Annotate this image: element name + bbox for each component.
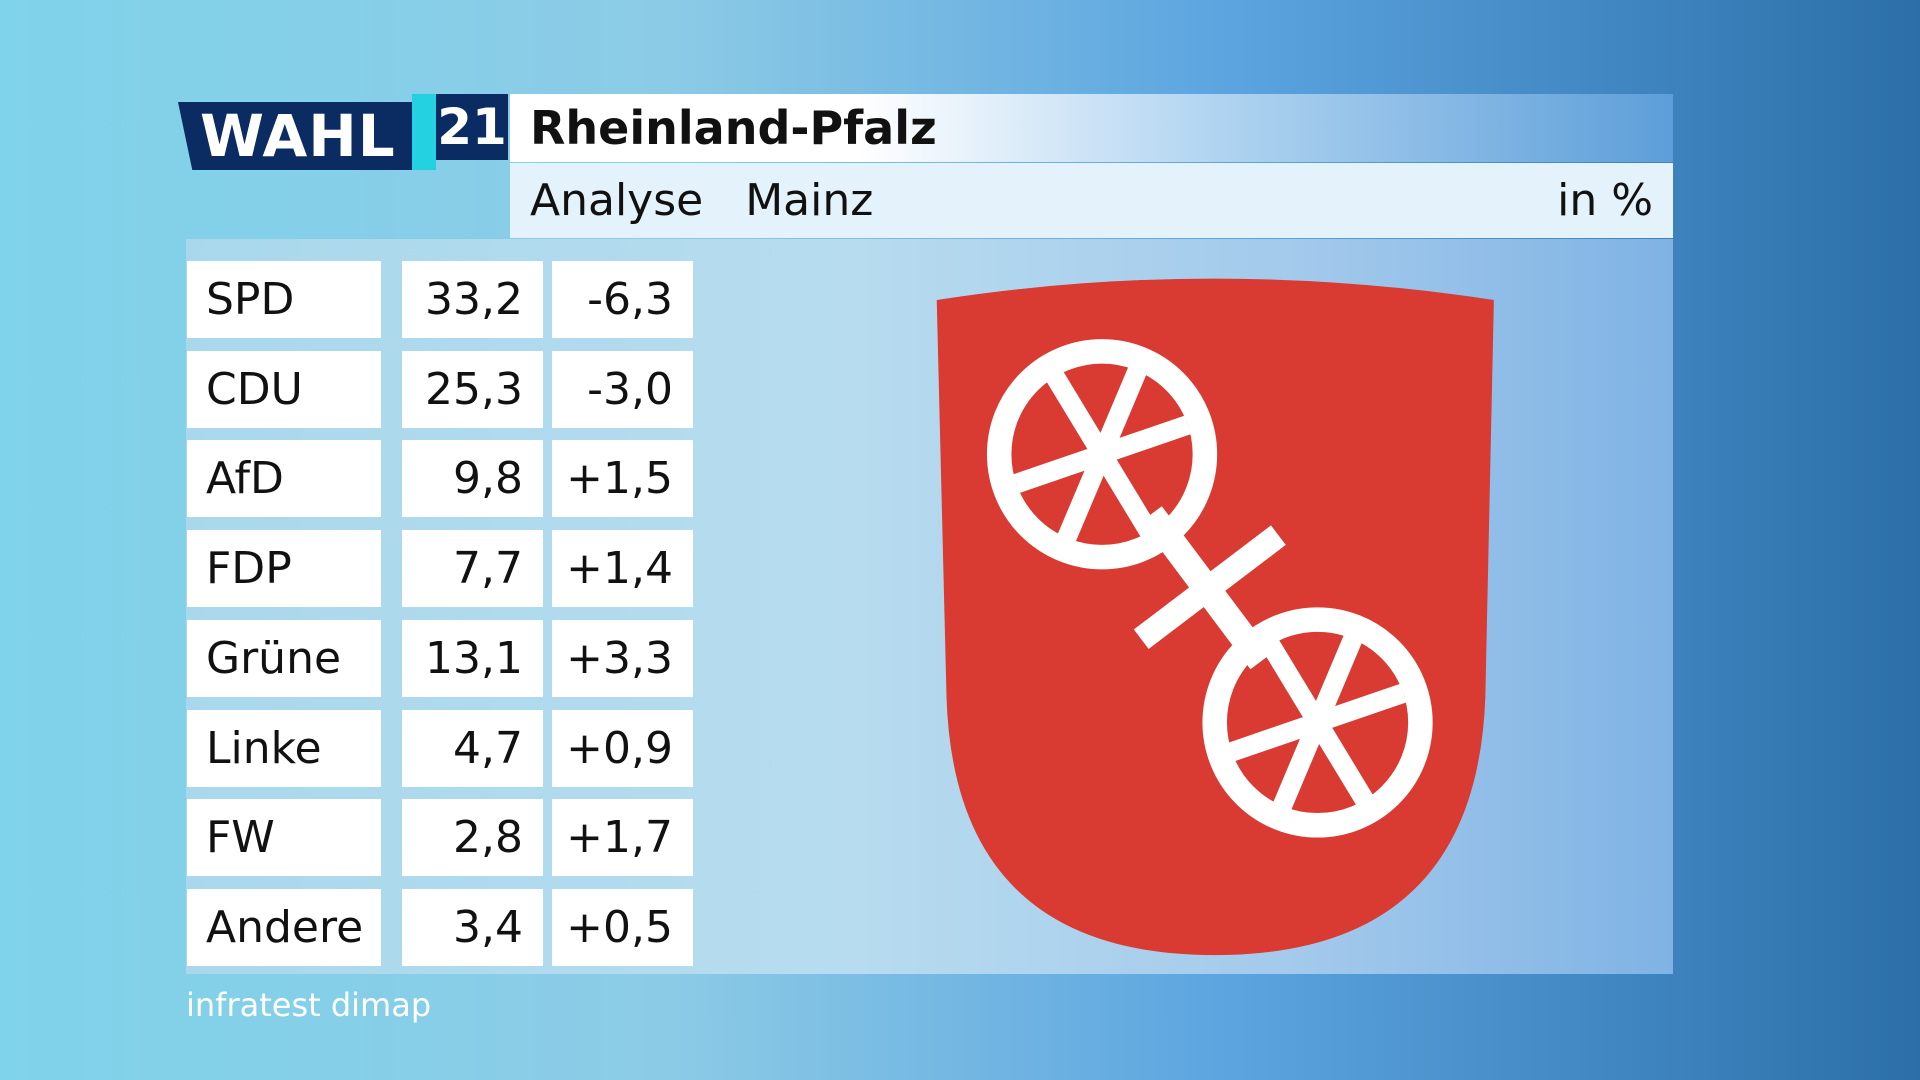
result-value: 25,3 bbox=[402, 350, 543, 428]
party-name: AfD bbox=[187, 440, 381, 518]
party-name: Andere bbox=[187, 888, 381, 966]
result-change: -6,3 bbox=[552, 261, 693, 338]
result-change: +0,5 bbox=[552, 888, 693, 966]
party-name: FDP bbox=[187, 530, 381, 608]
place: Mainz bbox=[745, 175, 874, 226]
result-change: +1,5 bbox=[552, 440, 693, 518]
result-value: 9,8 bbox=[402, 440, 543, 518]
result-value: 13,1 bbox=[402, 619, 543, 697]
result-value: 4,7 bbox=[402, 709, 543, 787]
party-name: Grüne bbox=[187, 619, 381, 697]
subtitle-bar: Analyse Mainz in % bbox=[510, 163, 1673, 238]
result-value: 7,7 bbox=[402, 530, 543, 608]
source: infratest dimap bbox=[186, 986, 432, 1024]
result-change: -3,0 bbox=[552, 350, 693, 428]
logo-accent bbox=[412, 94, 436, 170]
party-name: SPD bbox=[187, 261, 381, 338]
wheels bbox=[986, 339, 1433, 838]
unit: in % bbox=[1557, 175, 1653, 226]
result-value: 3,4 bbox=[402, 888, 543, 966]
title: Rheinland-Pfalz bbox=[510, 94, 1673, 162]
party-name: CDU bbox=[187, 350, 381, 428]
result-value: 33,2 bbox=[402, 261, 543, 338]
result-change: +0,9 bbox=[552, 709, 693, 787]
result-change: +1,4 bbox=[552, 530, 693, 608]
result-change: +3,3 bbox=[552, 619, 693, 697]
result-change: +1,7 bbox=[552, 799, 693, 877]
result-value: 2,8 bbox=[402, 799, 543, 877]
logo: WAHL bbox=[178, 102, 416, 170]
party-name: Linke bbox=[187, 709, 381, 787]
logo-year: 21 bbox=[436, 94, 508, 160]
party-name: FW bbox=[187, 799, 381, 877]
subtitle: Analyse bbox=[530, 175, 704, 226]
